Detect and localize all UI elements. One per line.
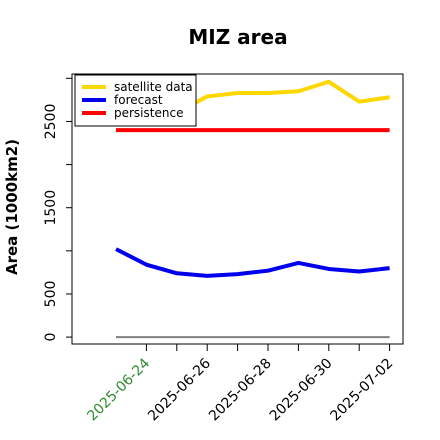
y-axis: 0 500 1500 2500	[43, 77, 72, 342]
x-tick-label: 2025-06-24	[84, 355, 153, 424]
legend-label: satellite data	[114, 80, 193, 94]
legend-label: persistence	[114, 106, 183, 120]
x-tick-label: 2025-07-02	[328, 356, 397, 425]
x-tick-label: 2025-06-30	[267, 356, 336, 425]
x-axis: 2025-06-242025-06-262025-06-282025-06-30…	[84, 344, 396, 424]
x-tick-label: 2025-06-28	[206, 356, 275, 425]
series-forecast-line	[115, 247, 390, 278]
chart-title: MIZ area	[188, 25, 287, 49]
y-tick-label: 0	[43, 333, 59, 342]
y-axis-title: Area (1000km2)	[3, 139, 21, 275]
legend-label: forecast	[114, 93, 163, 107]
x-tick-label: 2025-06-26	[145, 355, 214, 424]
y-tick-label: 1500	[43, 190, 59, 226]
y-tick-label: 500	[43, 281, 59, 308]
y-tick-label: 2500	[43, 104, 59, 140]
